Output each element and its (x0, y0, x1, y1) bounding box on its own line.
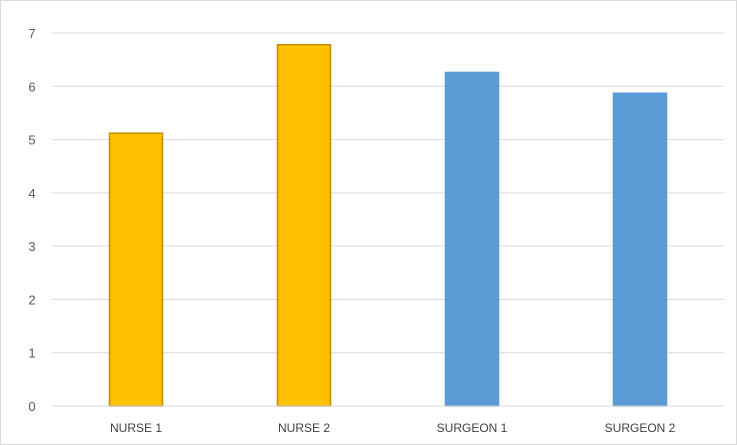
y-axis-tick-labels: 0 1 2 3 4 5 6 7 (28, 26, 35, 414)
y-tick-label: 7 (28, 26, 35, 41)
y-tick-label: 6 (28, 79, 35, 94)
y-tick-label: 2 (28, 292, 35, 307)
x-category-label: NURSE 2 (278, 421, 330, 435)
y-tick-label: 1 (28, 346, 35, 361)
bar-surgeon-2 (612, 92, 668, 407)
x-axis-category-labels: NURSE 1 NURSE 2 SURGEON 1 SURGEON 2 (110, 421, 676, 435)
y-tick-label: 4 (28, 186, 35, 201)
bars (108, 43, 668, 407)
bar-surgeon-1 (444, 71, 500, 407)
y-tick-label: 3 (28, 239, 35, 254)
x-category-label: SURGEON 2 (605, 421, 676, 435)
gridlines (52, 32, 724, 354)
bar-nurse-1 (108, 132, 164, 407)
x-category-label: NURSE 1 (110, 421, 162, 435)
x-category-label: SURGEON 1 (437, 421, 508, 435)
y-tick-label: 5 (28, 133, 35, 148)
y-tick-label: 0 (28, 399, 35, 414)
bar-nurse-2 (276, 43, 332, 407)
